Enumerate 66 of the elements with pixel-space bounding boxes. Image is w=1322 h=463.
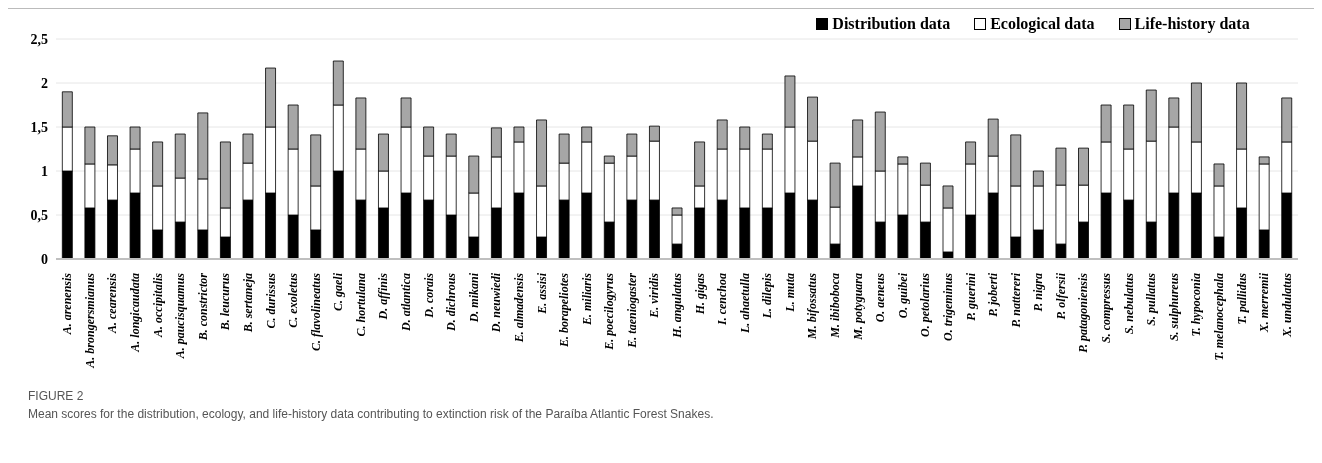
x-tick-label: H. gigas (692, 272, 707, 316)
x-tick-label: D. dichrous (444, 272, 459, 333)
x-tick-label: T. melanocephala (1211, 273, 1226, 361)
x-tick-label: S. sulphureus (1166, 272, 1181, 342)
x-tick-label: B. sertaneja (240, 273, 255, 334)
x-tick-label: C. hortulana (353, 273, 368, 337)
x-tick-label: T. pallidus (1234, 272, 1249, 325)
x-tick-label: T. hypoconia (1189, 273, 1204, 337)
x-tick-label: M. bifossatus (805, 272, 820, 341)
x-tick-label: E. viridis (647, 272, 662, 319)
x-tick-label: D. corais (421, 272, 436, 319)
x-tick-label: P. olfersii (1053, 272, 1068, 320)
x-tick-label: E. assisi (534, 272, 549, 315)
y-tick-label: 2,5 (30, 31, 48, 47)
x-tick-label: L. muta (782, 273, 797, 313)
x-tick-label: S. compressus (1099, 272, 1114, 344)
x-tick-label: P. joberti (986, 272, 1001, 317)
x-tick-label: I. cenchoa (715, 273, 730, 326)
x-tick-label: E. almadensis (511, 272, 526, 344)
x-tick-label: E. miliaris (579, 272, 594, 327)
legend-label: Life-history data (1134, 15, 1250, 33)
x-tick-label: O. trigeminus (940, 272, 955, 342)
x-tick-label: O. guibei (895, 272, 910, 319)
x-tick-label: E. taeniogaster (624, 272, 639, 349)
x-tick-label: O. aeneus (873, 272, 888, 323)
legend-label: Distribution data (832, 15, 951, 33)
x-tick-label: S. nebulatus (1121, 272, 1136, 335)
x-tick-label: A. cearensis (105, 272, 120, 334)
x-tick-label: C. gaeli (331, 272, 346, 311)
y-tick-label: 0 (41, 251, 48, 267)
y-tick-label: 0,5 (30, 207, 48, 223)
x-tick-label: M. potyguara (850, 273, 865, 341)
y-tick-label: 2 (41, 75, 48, 91)
x-tick-label: P. nigra (1031, 273, 1046, 312)
x-tick-label: E. borapeliotes (557, 272, 572, 348)
x-tick-label: C. flavolineatus (308, 272, 323, 352)
y-tick-label: 1,5 (30, 119, 48, 135)
x-tick-label: D. atlantica (399, 273, 414, 333)
x-tick-label: H. angulatus (670, 272, 684, 339)
x-tick-label: A. brongersmianus (82, 272, 97, 369)
x-tick-label: A. paucisquamus (173, 272, 188, 360)
x-tick-label: M. ibiboboca (828, 273, 843, 339)
x-tick-label: C. exoletus (286, 272, 301, 328)
x-tick-label: E. poecilogyrus (602, 272, 617, 351)
x-tick-label: D. neuwiedi (489, 272, 504, 334)
x-tick-label: C. durissus (263, 272, 278, 329)
x-tick-label: D. mikani (466, 272, 481, 324)
x-tick-label: L. dilepis (760, 272, 775, 320)
x-tick-label: A. longicaudata (128, 273, 143, 353)
x-tick-label: P. guerini (963, 272, 978, 321)
x-tick-label: S. pullatus (1144, 272, 1159, 326)
x-tick-label: A. occipitalis (150, 272, 165, 338)
y-tick-label: 1 (41, 163, 48, 179)
x-tick-label: A. arenensis (60, 272, 75, 336)
x-tick-label: X. undulatus (1279, 272, 1294, 339)
x-tick-label: P. nattereri (1008, 272, 1023, 328)
caption: FIGURE 2 (28, 388, 85, 405)
x-tick-label: X. merremii (1257, 272, 1272, 334)
x-tick-label: O. petolarius (918, 272, 933, 338)
x-tick-label: P. patagoniensis (1076, 272, 1091, 353)
x-tick-label: D. affinis (376, 272, 391, 321)
x-tick-label: B. leucurus (218, 272, 233, 332)
text: Mean scores for the distribution, ecology, and life-history data contributing to extinction risk of the Paraíba Atlantic Forest Snakes. (28, 406, 715, 423)
legend-label: Ecological data (990, 15, 1095, 33)
x-tick-label: B. constrictor (195, 272, 210, 342)
x-tick-label: L. ahaetulla (737, 273, 752, 335)
